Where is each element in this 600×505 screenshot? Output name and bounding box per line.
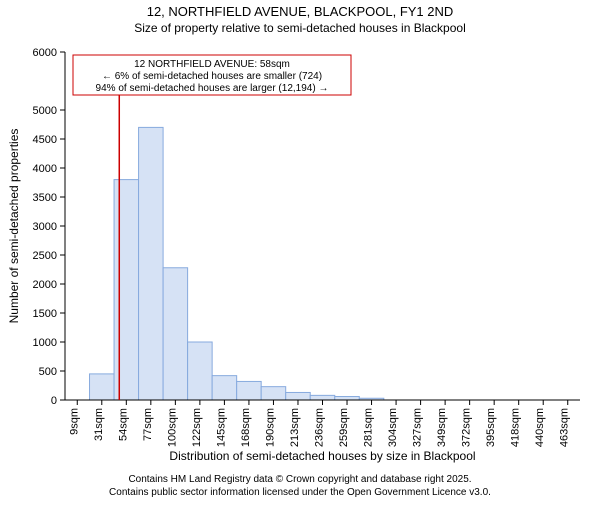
histogram-bar — [139, 127, 164, 400]
histogram-bar — [114, 180, 139, 400]
chart-subtitle: Size of property relative to semi-detach… — [134, 21, 466, 35]
x-tick-label: 100sqm — [166, 408, 178, 447]
y-tick-label: 4500 — [33, 134, 57, 146]
x-tick-label: 304sqm — [387, 408, 399, 447]
x-tick-label: 122sqm — [191, 408, 203, 447]
x-tick-label: 77sqm — [142, 408, 154, 441]
histogram-bar — [163, 268, 188, 400]
y-tick-label: 3000 — [33, 221, 57, 233]
y-tick-label: 500 — [39, 366, 57, 378]
x-tick-label: 213sqm — [289, 408, 301, 447]
x-tick-label: 349sqm — [436, 408, 448, 447]
histogram-bar — [237, 381, 262, 400]
y-tick-label: 2500 — [33, 250, 57, 262]
histogram-bar — [90, 374, 115, 400]
annotation-line: ← 6% of semi-detached houses are smaller… — [102, 71, 322, 82]
x-tick-label: 54sqm — [117, 408, 129, 441]
x-tick-label: 372sqm — [461, 408, 473, 447]
x-tick-label: 31sqm — [93, 408, 105, 441]
y-tick-label: 5000 — [33, 105, 57, 117]
y-tick-label: 3500 — [33, 192, 57, 204]
footnote: Contains public sector information licen… — [109, 487, 491, 498]
histogram-bar — [261, 387, 286, 400]
x-tick-label: 463sqm — [559, 408, 571, 447]
x-tick-label: 190sqm — [264, 408, 276, 447]
y-axis-title: Number of semi-detached properties — [7, 129, 21, 324]
x-axis-title: Distribution of semi-detached houses by … — [169, 449, 475, 463]
histogram-bar — [188, 342, 213, 400]
x-tick-label: 418sqm — [510, 408, 522, 447]
x-tick-label: 327sqm — [412, 408, 424, 447]
y-tick-label: 1000 — [33, 337, 57, 349]
annotation-line: 94% of semi-detached houses are larger (… — [96, 83, 329, 94]
x-tick-label: 168sqm — [240, 408, 252, 447]
x-tick-label: 281sqm — [363, 408, 375, 447]
y-tick-label: 4000 — [33, 163, 57, 175]
histogram-bar — [310, 395, 335, 400]
histogram-bar — [286, 392, 311, 400]
histogram-chart: 12, NORTHFIELD AVENUE, BLACKPOOL, FY1 2N… — [0, 0, 600, 500]
y-tick-label: 0 — [51, 395, 57, 407]
x-tick-label: 395sqm — [485, 408, 497, 447]
histogram-bar — [335, 397, 360, 400]
footnote: Contains HM Land Registry data © Crown c… — [128, 474, 471, 485]
y-tick-label: 1500 — [33, 308, 57, 320]
y-tick-label: 2000 — [33, 279, 57, 291]
x-tick-label: 236sqm — [314, 408, 326, 447]
histogram-bar — [212, 376, 237, 400]
x-tick-label: 145sqm — [215, 408, 227, 447]
x-tick-label: 9sqm — [68, 408, 80, 435]
chart-title: 12, NORTHFIELD AVENUE, BLACKPOOL, FY1 2N… — [147, 4, 454, 19]
x-tick-label: 440sqm — [534, 408, 546, 447]
annotation-line: 12 NORTHFIELD AVENUE: 58sqm — [134, 59, 290, 70]
y-tick-label: 6000 — [33, 47, 57, 59]
x-tick-label: 259sqm — [338, 408, 350, 447]
